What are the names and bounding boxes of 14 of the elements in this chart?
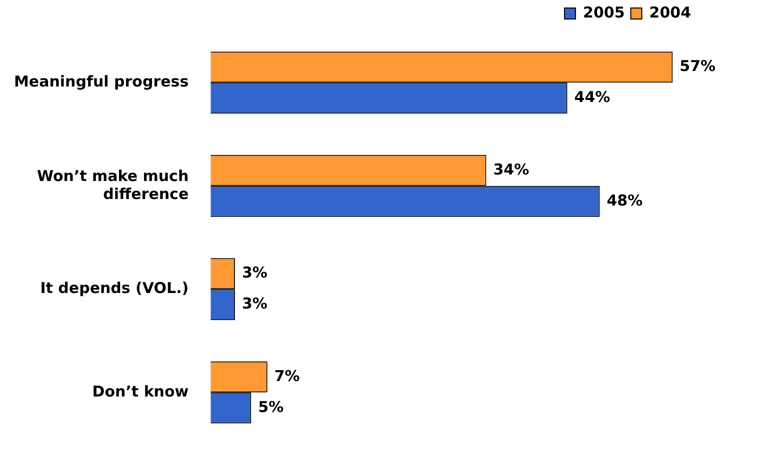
data-label: 5% [258, 398, 284, 416]
data-label: 44% [574, 88, 610, 106]
data-label: 3% [242, 264, 268, 282]
y-tick-label: Won’t make much difference [36, 166, 189, 203]
y-tick-label: It depends (VOL.) [40, 279, 189, 298]
y-tick-label: Don’t know [92, 382, 189, 400]
data-label: 34% [493, 160, 530, 178]
y-tick-label: Meaningful progress [14, 72, 189, 91]
legend-label: 2004 [649, 3, 691, 22]
legend-label: 2005 [583, 3, 625, 22]
data-label: 7% [274, 366, 300, 385]
data-label: 57% [680, 57, 716, 76]
data-label: 48% [606, 191, 643, 210]
data-label: 3% [242, 294, 268, 313]
